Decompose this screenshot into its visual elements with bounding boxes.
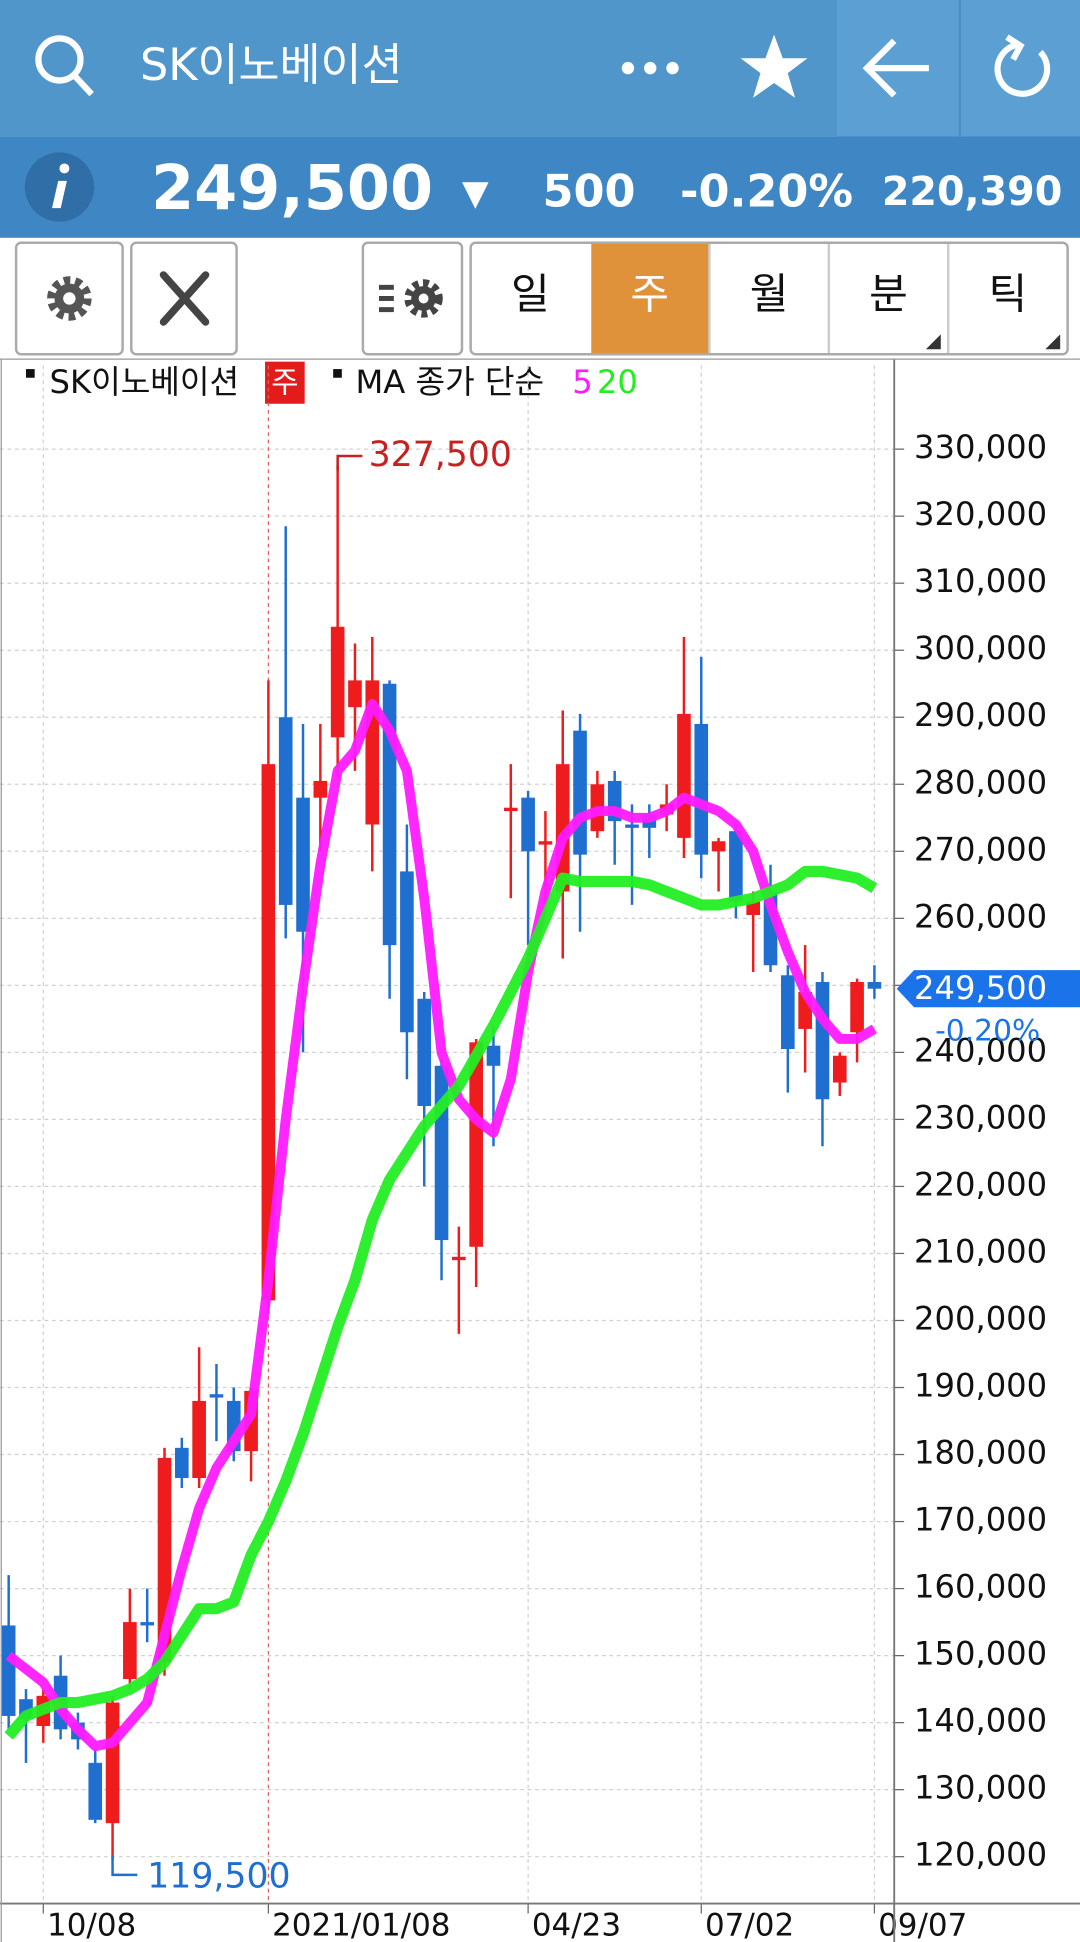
low-label: 119,500 — [147, 1856, 290, 1896]
y-tick-label: 260,000 — [914, 897, 1047, 935]
candle-body — [694, 723, 709, 855]
x-tick-label: 04/23 — [532, 1908, 621, 1942]
y-tick-label: 320,000 — [914, 495, 1047, 533]
change: 500 — [542, 165, 635, 217]
y-tick-label: 180,000 — [914, 1434, 1047, 1472]
y-tick-label: 190,000 — [914, 1367, 1047, 1405]
legend-period: 주 — [271, 365, 298, 400]
candle-body — [140, 1622, 155, 1626]
candle-body — [815, 982, 830, 1100]
candle-body — [521, 797, 535, 852]
search-icon[interactable] — [35, 35, 94, 97]
y-tick-label: 230,000 — [914, 1098, 1047, 1136]
candle-body — [486, 1045, 501, 1066]
candle-body — [538, 841, 553, 845]
ma-line — [4, 865, 878, 1740]
low-marker — [111, 1855, 138, 1877]
more-button[interactable] — [621, 61, 679, 75]
candle-body — [729, 831, 743, 902]
y-tick-label: 310,000 — [914, 562, 1047, 600]
quote-bar — [0, 136, 1080, 238]
volume: 220,390 — [882, 169, 1062, 215]
tools-button[interactable] — [130, 241, 238, 356]
y-tick-label: 210,000 — [914, 1232, 1047, 1270]
x-tick-label: 2021/01/08 — [272, 1908, 450, 1942]
refresh-button[interactable] — [994, 34, 1051, 97]
candle-body — [781, 975, 795, 1050]
indicator-button[interactable] — [361, 241, 464, 356]
y-tick-label: 130,000 — [914, 1769, 1047, 1807]
settings-button[interactable] — [14, 241, 124, 356]
change-pct: -0.20% — [680, 165, 853, 217]
y-tick-label: 270,000 — [914, 830, 1047, 868]
candle-body — [469, 1042, 483, 1247]
candle-body — [175, 1447, 189, 1478]
candle-body — [123, 1622, 137, 1680]
y-tick-label: 280,000 — [914, 763, 1047, 801]
legend-ma-period: 5 — [572, 363, 592, 401]
high-label: 327,500 — [369, 435, 512, 475]
y-tick-label: 200,000 — [914, 1299, 1047, 1337]
tab[interactable]: 일 — [511, 270, 550, 319]
candle-body — [348, 680, 362, 708]
candle-body — [850, 982, 864, 1033]
legend-ma: MA 종가 단순 — [355, 363, 544, 401]
y-tick-label: 160,000 — [914, 1568, 1047, 1606]
legend-ma-period: 20 — [597, 363, 638, 401]
x-tick-label: 09/07 — [878, 1908, 967, 1942]
tab-active — [591, 243, 710, 353]
tab[interactable]: 분 — [869, 270, 908, 319]
chart: 120,000 130,000 140,000 150,000 160,000 170,0… — [0, 358, 1080, 1942]
legend-series: SK이노베이션 — [50, 363, 240, 401]
candle-body — [278, 717, 293, 905]
candle-body — [711, 841, 726, 852]
price: 249,500 — [151, 152, 433, 224]
candle-body — [832, 1055, 847, 1083]
tab-corner — [1045, 334, 1061, 350]
stock-name[interactable]: SK이노베이션 — [140, 39, 403, 91]
y-tick-label: 120,000 — [914, 1836, 1047, 1874]
candle-body — [573, 730, 587, 855]
y-tick-label: 220,000 — [914, 1165, 1047, 1203]
candle-body — [105, 1702, 120, 1824]
candle-body — [503, 807, 518, 812]
candle-body — [209, 1394, 224, 1398]
candle-body — [625, 824, 639, 828]
x-tick-label: 07/02 — [705, 1908, 794, 1942]
x-tick-label: 10/08 — [47, 1908, 136, 1942]
y-tick-label: 290,000 — [914, 696, 1047, 734]
y-tick-label: 240,000 — [914, 1031, 1047, 1069]
direction: ▼ — [462, 173, 489, 213]
legend: SK이노베이션 주 MA 종가 단순 5 20 — [26, 361, 638, 404]
candle-body — [261, 764, 276, 1301]
y-tick-label: 140,000 — [914, 1702, 1047, 1740]
tab[interactable]: 틱 — [989, 270, 1028, 319]
candle-body — [452, 1256, 466, 1261]
candle-body — [746, 901, 761, 915]
candle-body — [192, 1400, 206, 1478]
y-tick-label: 300,000 — [914, 629, 1047, 667]
candle-body — [400, 871, 414, 1033]
y-tick-label: 150,000 — [914, 1635, 1047, 1673]
candle-body — [867, 982, 882, 989]
candle-body — [677, 713, 691, 838]
tab[interactable]: 주 — [630, 270, 669, 319]
y-tick-label: 330,000 — [914, 428, 1047, 466]
high-marker — [336, 454, 363, 471]
last-price-tag — [896, 970, 1080, 1008]
candle-body — [330, 626, 345, 738]
candle-body — [296, 797, 310, 932]
candle-body — [417, 998, 432, 1106]
favorite-button[interactable] — [740, 34, 808, 98]
candle-body — [1, 1625, 16, 1716]
y-tick-label: 170,000 — [914, 1501, 1047, 1539]
candle-body — [313, 780, 328, 798]
tab[interactable]: 월 — [750, 270, 789, 319]
candle-body — [88, 1762, 103, 1820]
last-price-label: 249,500 — [914, 969, 1047, 1007]
last-change-label: -0.20% — [935, 1014, 1040, 1049]
back-button[interactable] — [862, 38, 929, 98]
